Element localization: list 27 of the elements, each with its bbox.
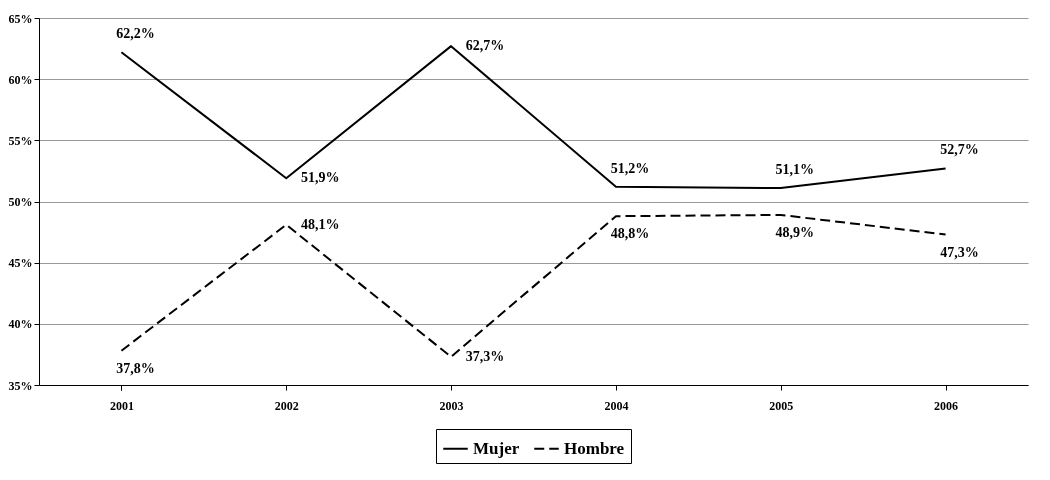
x-tick-label: 2005 (769, 398, 794, 413)
data-label: 37,8% (116, 360, 155, 376)
legend-label: Mujer (473, 438, 520, 458)
data-label: 62,2% (116, 26, 155, 42)
y-tick-label: 55% (8, 133, 33, 148)
y-tick-label: 60% (8, 72, 33, 87)
data-label: 51,9% (301, 170, 340, 186)
data-label: 47,3% (940, 244, 979, 260)
data-label: 51,1% (775, 162, 814, 178)
data-label: 51,2% (610, 160, 650, 176)
x-tick-label: 2004 (604, 398, 629, 413)
y-tick-label: 45% (8, 256, 33, 271)
legend-label: Hombre (564, 438, 625, 458)
data-label: 62,7% (465, 38, 505, 54)
data-label: 48,1% (301, 216, 340, 232)
y-tick-label: 35% (8, 378, 33, 393)
x-tick-label: 2002 (274, 398, 299, 413)
x-tick-label: 2003 (439, 398, 464, 413)
y-tick-label: 50% (8, 195, 33, 209)
data-label: 52,7% (940, 142, 979, 158)
x-tick-label: 2006 (934, 398, 959, 413)
data-label: 37,3% (465, 348, 505, 364)
data-label: 48,9% (775, 224, 814, 240)
y-tick-label: 65% (8, 11, 33, 26)
data-label: 48,8% (610, 226, 650, 242)
y-tick-label: 40% (8, 317, 33, 332)
x-tick-label: 2001 (109, 398, 134, 413)
